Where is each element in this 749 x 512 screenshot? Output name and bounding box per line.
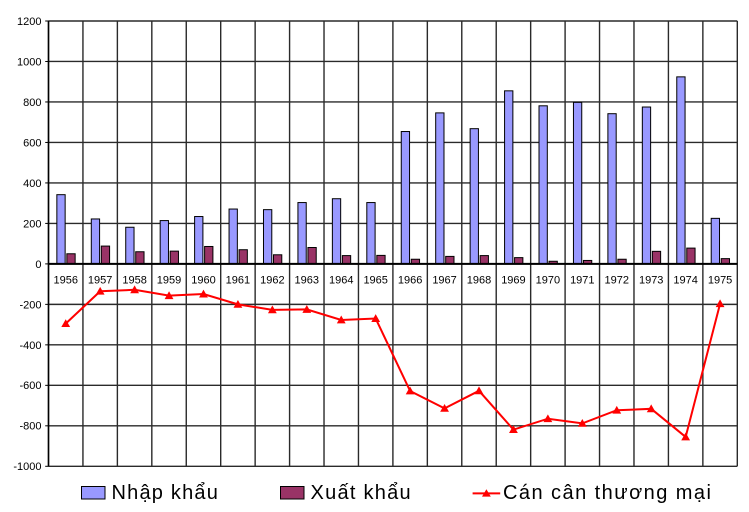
- svg-text:800: 800: [23, 97, 41, 109]
- svg-text:600: 600: [23, 137, 41, 149]
- svg-text:1974: 1974: [673, 275, 697, 287]
- svg-text:Nhập khẩu: Nhập khẩu: [112, 482, 220, 504]
- svg-text:1973: 1973: [639, 275, 663, 287]
- svg-text:1970: 1970: [536, 275, 560, 287]
- svg-text:1967: 1967: [432, 275, 456, 287]
- svg-text:1968: 1968: [467, 275, 491, 287]
- svg-text:Xuất khẩu: Xuất khẩu: [311, 482, 412, 504]
- svg-text:1959: 1959: [157, 275, 181, 287]
- svg-text:1972: 1972: [605, 275, 629, 287]
- svg-text:-200: -200: [19, 299, 41, 311]
- svg-text:1962: 1962: [260, 275, 284, 287]
- svg-text:1000: 1000: [17, 56, 41, 68]
- svg-text:-600: -600: [19, 380, 41, 392]
- svg-text:1965: 1965: [363, 275, 387, 287]
- svg-text:1969: 1969: [501, 275, 525, 287]
- svg-text:-400: -400: [19, 340, 41, 352]
- svg-text:1960: 1960: [191, 275, 215, 287]
- svg-text:1958: 1958: [122, 275, 146, 287]
- svg-text:-1000: -1000: [13, 461, 41, 473]
- svg-text:1966: 1966: [398, 275, 422, 287]
- svg-text:1957: 1957: [88, 275, 112, 287]
- svg-text:Cán cân thương mại: Cán cân thương mại: [503, 482, 712, 504]
- svg-text:0: 0: [35, 259, 41, 271]
- svg-text:200: 200: [23, 218, 41, 230]
- svg-text:1964: 1964: [329, 275, 353, 287]
- svg-text:-800: -800: [19, 421, 41, 433]
- svg-text:1200: 1200: [17, 16, 41, 28]
- svg-text:1961: 1961: [226, 275, 250, 287]
- svg-text:1956: 1956: [53, 275, 77, 287]
- svg-text:1971: 1971: [570, 275, 594, 287]
- svg-text:1963: 1963: [295, 275, 319, 287]
- svg-text:400: 400: [23, 178, 41, 190]
- svg-text:1975: 1975: [708, 275, 732, 287]
